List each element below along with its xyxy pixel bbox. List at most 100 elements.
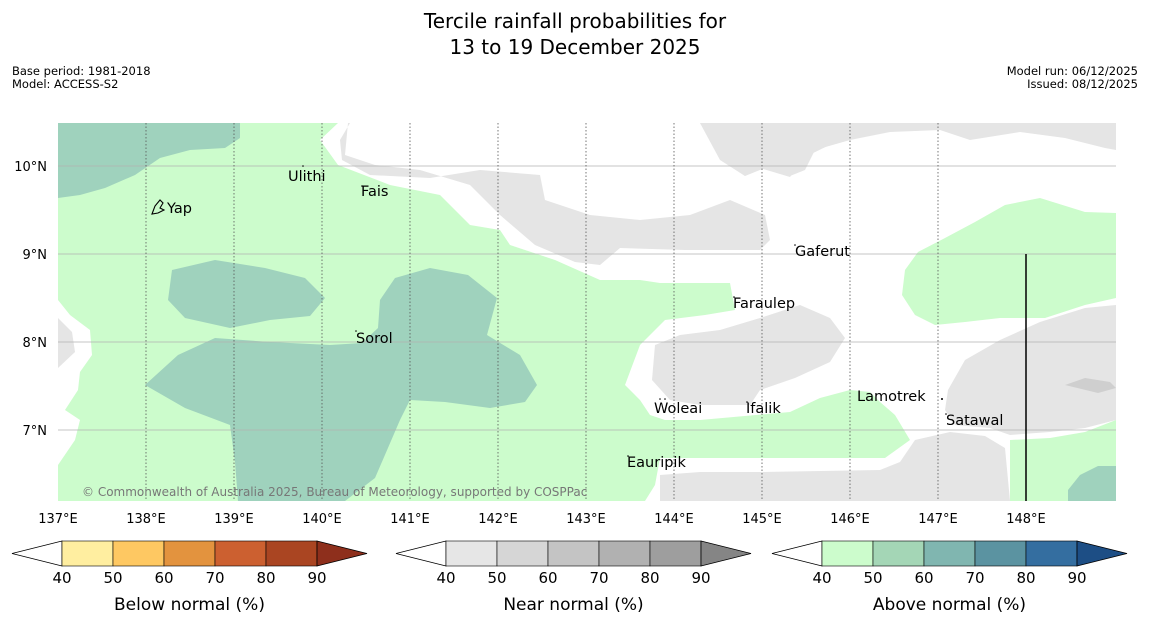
- island-marker: [627, 455, 629, 457]
- title-line-2: 13 to 19 December 2025: [449, 35, 701, 59]
- colorbar-left-extension: [771, 540, 823, 567]
- place-label-satawal: Satawal: [946, 413, 1003, 429]
- lon-tick-label: 145°E: [742, 512, 782, 527]
- below-normal-colorbar: 40 50 60 70 80 90 Below normal (%): [11, 540, 368, 615]
- lat-tick-labels: 10°N 9°N 8°N 7°N: [14, 160, 47, 439]
- colorbar-tick-label: 70: [589, 569, 608, 587]
- colorbar-cell: [445, 540, 498, 567]
- colorbar-cell: [496, 540, 549, 567]
- above-mid-region-southeast: [1068, 466, 1116, 501]
- lon-tick-label: 142°E: [478, 512, 518, 527]
- model-text: Model: ACCESS-S2: [12, 77, 119, 91]
- island-marker: [355, 330, 357, 332]
- colorbar-tick-label: 70: [965, 569, 984, 587]
- colorbar-tick-label: 80: [640, 569, 659, 587]
- colorbar-tick-label: 60: [914, 569, 933, 587]
- lon-tick-label: 140°E: [302, 512, 342, 527]
- colorbar-tick-label: 90: [307, 569, 326, 587]
- map-panel: © Commonwealth of Australia 2025, Bureau…: [58, 123, 1116, 501]
- near-light-region-south: [660, 432, 1010, 501]
- above-mid-region-central: [168, 260, 325, 328]
- near-light-region-east: [945, 305, 1116, 435]
- place-label-sorol: Sorol: [356, 331, 393, 347]
- colorbar-cell: [872, 540, 925, 567]
- near-normal-colorbar-title: Near normal (%): [503, 595, 643, 615]
- lon-tick-label: 137°E: [38, 512, 78, 527]
- lon-tick-label: 139°E: [214, 512, 254, 527]
- base-period-text: Base period: 1981-2018: [12, 64, 151, 78]
- colorbar-tick-label: 60: [154, 569, 173, 587]
- island-marker: [746, 401, 748, 403]
- colorbar-cell: [923, 540, 976, 567]
- colorbar-cell: [649, 540, 702, 567]
- island-marker: [794, 244, 796, 246]
- colorbars: 40 50 60 70 80 90 Below normal (%) 40 50 60 70 80 90…: [11, 540, 1128, 615]
- colorbar-right-extension: [700, 540, 752, 567]
- near-light-region-central: [652, 305, 845, 405]
- above-normal-colorbar: 40 50 60 70 80 90 Above normal (%): [771, 540, 1128, 615]
- colorbar-tick-label: 40: [52, 569, 71, 587]
- island-marker: [941, 398, 943, 400]
- colorbar-tick-label: 90: [691, 569, 710, 587]
- colorbar-tick-label: 60: [538, 569, 557, 587]
- place-label-eauripik: Eauripik: [627, 455, 686, 471]
- lon-tick-label: 147°E: [918, 512, 958, 527]
- lat-tick-label: 8°N: [23, 336, 48, 351]
- colorbar-cell: [265, 540, 318, 567]
- island-marker: [945, 413, 947, 415]
- lon-tick-labels: 137°E 138°E 139°E 140°E 141°E 142°E 143°…: [38, 512, 1046, 527]
- island-marker: [664, 398, 666, 400]
- colorbar-tick-label: 80: [1016, 569, 1035, 587]
- colorbar-cell: [163, 540, 216, 567]
- colorbar-cell: [974, 540, 1027, 567]
- map-title: Tercile rainfall probabilities for 13 to…: [0, 8, 1150, 60]
- place-label-lamotrek: Lamotrek: [857, 389, 926, 405]
- colorbar-right-extension: [316, 540, 368, 567]
- above-normal-colorbar-title: Above normal (%): [873, 595, 1026, 615]
- below-normal-colorbar-title: Below normal (%): [114, 595, 265, 615]
- colorbar-tick-label: 40: [436, 569, 455, 587]
- colorbar-cell: [1025, 540, 1078, 567]
- colorbar-left-extension: [395, 540, 447, 567]
- yap-island-shape: [151, 199, 166, 215]
- island-marker: [659, 398, 661, 400]
- place-label-woleai: Woleai: [654, 401, 702, 417]
- lat-tick-label: 7°N: [23, 424, 48, 439]
- colorbar-right-extension: [1076, 540, 1128, 567]
- colorbar-cell: [821, 540, 874, 567]
- colorbar-tick-label: 50: [863, 569, 882, 587]
- near-normal-colorbar: 40 50 60 70 80 90 Near normal (%): [395, 540, 752, 615]
- above-mid-region-south: [145, 268, 537, 501]
- colorbar-left-extension: [11, 540, 63, 567]
- place-label-ifalik: Ifalik: [746, 401, 781, 417]
- above-light-region-east: [902, 198, 1116, 325]
- lon-tick-label: 144°E: [654, 512, 694, 527]
- near-light-region-left-edge: [58, 318, 75, 368]
- title-line-1: Tercile rainfall probabilities for: [423, 9, 727, 33]
- place-label-fais: Fais: [361, 184, 388, 200]
- place-label-ulithi: Ulithi: [288, 169, 326, 185]
- lon-tick-label: 138°E: [126, 512, 166, 527]
- colorbar-tick-label: 40: [812, 569, 831, 587]
- colorbar-cell: [214, 540, 267, 567]
- colorbar-cell: [547, 540, 600, 567]
- colorbar-tick-label: 70: [205, 569, 224, 587]
- lon-tick-label: 148°E: [1006, 512, 1046, 527]
- longitude-gridlines: [145, 123, 939, 501]
- place-label-yap: Yap: [166, 201, 192, 217]
- lat-tick-label: 10°N: [14, 160, 47, 175]
- place-label-faraulep: Faraulep: [733, 296, 795, 312]
- lat-tick-label: 9°N: [23, 248, 48, 263]
- lon-tick-label: 141°E: [390, 512, 430, 527]
- island-markers: [302, 165, 947, 457]
- copyright-text: © Commonwealth of Australia 2025, Bureau…: [82, 485, 587, 499]
- issued-text: Issued: 08/12/2025: [1027, 77, 1138, 91]
- island-marker: [733, 296, 735, 298]
- colorbar-tick-label: 50: [103, 569, 122, 587]
- near-mid-patch: [1065, 378, 1116, 393]
- lon-tick-label: 143°E: [566, 512, 606, 527]
- place-labels: Yap Ulithi Fais Gaferut Faraulep Sorol W…: [166, 169, 1003, 471]
- near-light-region-north: [340, 123, 770, 265]
- near-light-region-northeast: [700, 123, 1116, 176]
